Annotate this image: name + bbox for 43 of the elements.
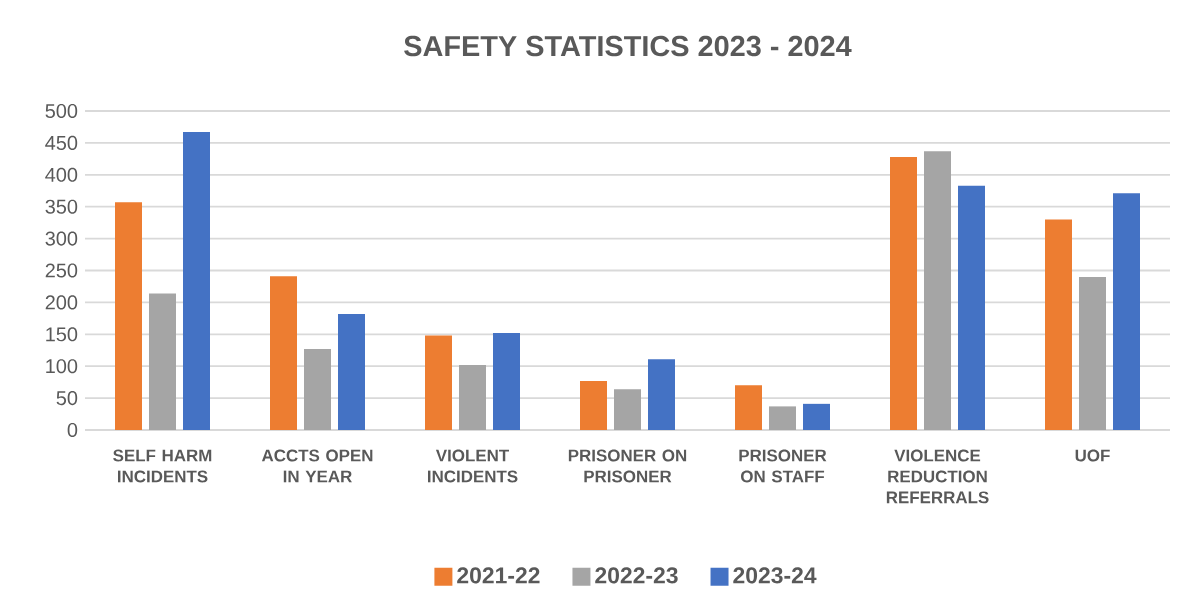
x-tick-label: ACCTS OPEN IN YEAR [261, 449, 373, 483]
bar [1079, 276, 1106, 430]
y-tick-label: 500 [45, 103, 78, 119]
y-tick-label: 50 [56, 391, 78, 406]
bar [304, 348, 331, 430]
bar [493, 333, 520, 430]
bar [890, 156, 917, 430]
bar [924, 151, 951, 430]
x-tick-label: VIOLENCE REDUCTION REFERRALS [886, 449, 989, 504]
bar [270, 276, 297, 430]
y-tick-label: 250 [45, 263, 78, 278]
legend-label: 2022-23 [595, 567, 678, 584]
y-tick-label: 400 [45, 167, 78, 182]
legend-label: 2021-22 [457, 567, 540, 584]
bar [803, 403, 830, 430]
chart-title: SAFETY STATISTICS 2023 - 2024 [404, 35, 852, 57]
bar [735, 385, 762, 430]
y-tick-label: 200 [45, 295, 78, 310]
y-tick-label: 450 [45, 135, 78, 150]
bar [614, 389, 641, 430]
bar [1045, 219, 1072, 430]
bar [425, 335, 452, 430]
bar [1113, 193, 1140, 430]
y-tick-label: 300 [45, 231, 78, 246]
y-tick-label: 350 [45, 199, 78, 214]
y-tick-label: 100 [46, 359, 78, 374]
bar [648, 359, 675, 430]
x-tick-label: PRISONER ON STAFF [739, 449, 827, 483]
x-tick-label: PRISONER ON PRISONER [568, 449, 687, 483]
x-tick-label: UOF [1075, 449, 1110, 462]
bar [183, 132, 210, 430]
x-tick-label: VIOLENT INCIDENTS [427, 449, 518, 483]
bar [149, 293, 176, 430]
y-tick-label: 0 [67, 422, 78, 438]
bar [459, 364, 486, 430]
bar [338, 313, 365, 430]
legend-label: 2023-24 [733, 567, 817, 584]
bar [958, 185, 985, 430]
y-tick-label: 150 [46, 327, 78, 342]
x-tick-label: SELF HARM INCIDENTS [113, 449, 212, 483]
bar [115, 202, 142, 430]
bar [769, 406, 796, 430]
bar [580, 380, 607, 430]
